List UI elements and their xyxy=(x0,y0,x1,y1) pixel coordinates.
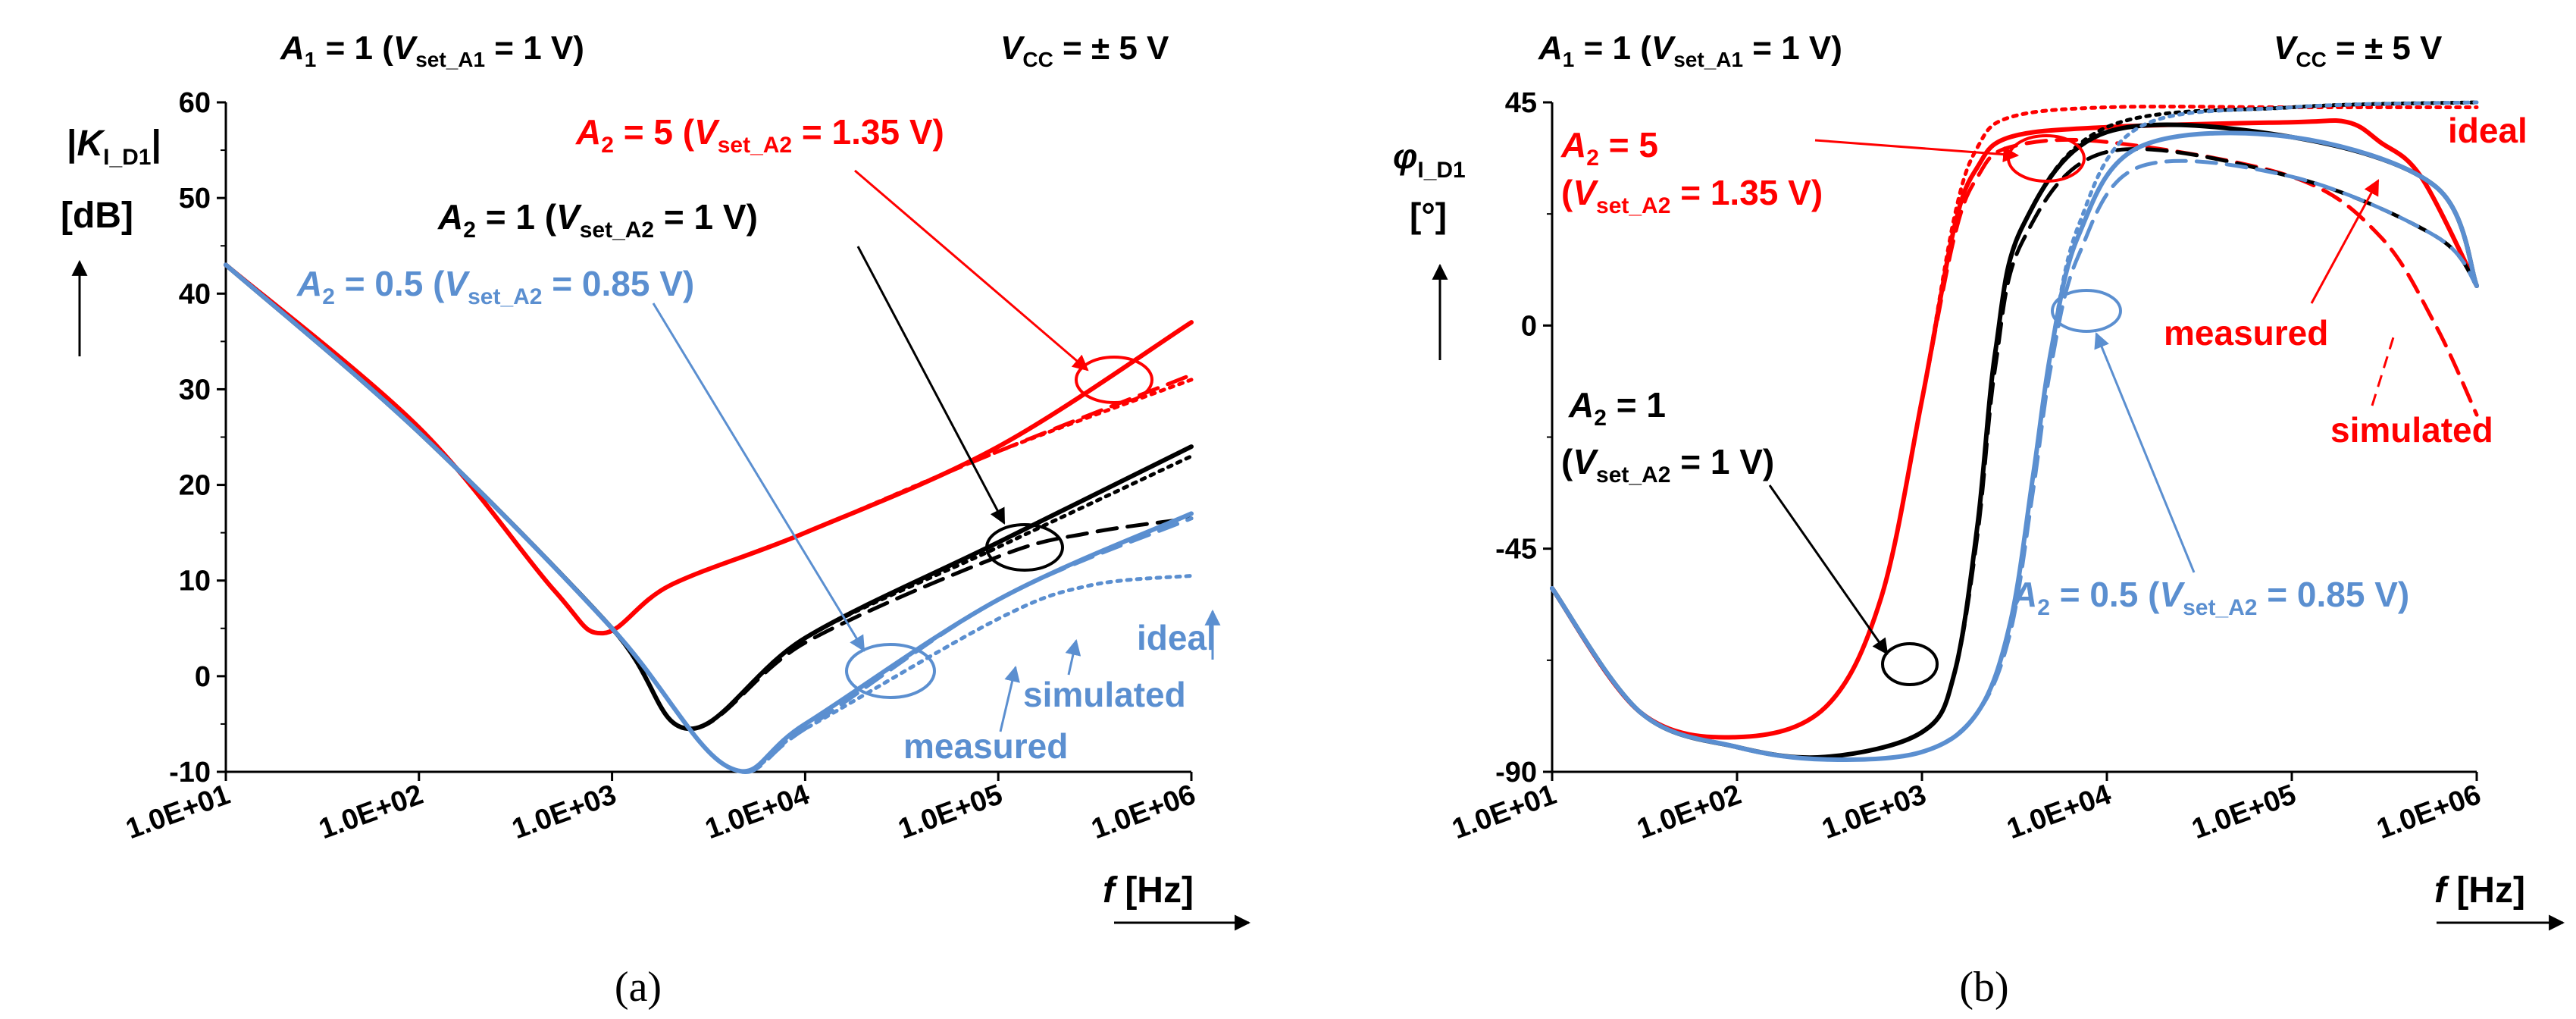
chart-a-x-tick-label: 1.0E+05 xyxy=(894,779,1006,845)
chart-a-title-left: A1 = 1 (Vset_A1 = 1 V) xyxy=(280,30,584,71)
chart-a-callouts xyxy=(652,169,1221,732)
chart-a-annotation-a2-05: A2 = 0.5 (Vset_A2 = 0.85 V) xyxy=(296,264,694,309)
chart-a-annotation-a2-1: A2 = 1 (Vset_A2 = 1 V) xyxy=(437,197,758,243)
chart-b-x-tick-label: 1.0E+06 xyxy=(2373,779,2485,845)
chart-a-y-tick-label: 0 xyxy=(195,661,211,693)
chart-a-y-tick-label: 50 xyxy=(179,183,211,215)
panel-label-b: (b) xyxy=(1959,964,2008,1011)
chart-b-series-a25-ideal xyxy=(1550,105,2479,739)
chart-a-series-a205-simulated xyxy=(224,262,1194,774)
chart-b-ylabel-line2: [°] xyxy=(1410,196,1447,235)
panel-label-a: (a) xyxy=(615,964,662,1011)
chart-a-annotation-simulated: simulated xyxy=(1023,675,1186,714)
chart-b-y-ticks: -90 -45 0 45 xyxy=(1495,87,1552,789)
chart-b-leader-blue xyxy=(2094,332,2196,573)
chart-a-annotation-ideal: ideal xyxy=(1137,618,1216,657)
chart-b-ellipse-black xyxy=(1881,642,1939,686)
chart-b-ellipse-red xyxy=(2007,134,2086,183)
chart-b-leader-black xyxy=(1768,484,1889,655)
chart-a-x-tick-label: 1.0E+01 xyxy=(122,779,234,845)
chart-b-x-ticks: 1.0E+01 1.0E+02 1.0E+03 1.0E+04 1.0E+05 1.0E+… xyxy=(1448,772,2485,845)
chart-b-x-tick-label: 1.0E+05 xyxy=(2188,779,2300,845)
chart-a-x-ticks: 1.0E+01 1.0E+02 1.0E+03 1.0E+04 1.0E+05 1.0E+… xyxy=(122,772,1200,845)
chart-a-series-a25-ideal xyxy=(224,262,1194,635)
chart-b-x-tick-label: 1.0E+01 xyxy=(1448,779,1560,845)
chart-a-x-tick-label: 1.0E+04 xyxy=(701,779,813,845)
chart-b-annotation-a2-1-line2: (Vset_A2 = 1 V) xyxy=(1561,442,1774,488)
chart-b-ylabel-line1: φI_D1 xyxy=(1393,136,1466,183)
chart-a-ellipse-red xyxy=(1075,356,1153,404)
chart-a-xlabel: f [Hz] xyxy=(1103,870,1194,911)
chart-b-y-tick-label: 45 xyxy=(1505,87,1537,119)
chart-a-y-tick-label: 60 xyxy=(179,87,211,119)
chart-b-y-tick-label: -45 xyxy=(1495,534,1537,566)
chart-a-annotation-a2-5: A2 = 5 (Vset_A2 = 1.35 V) xyxy=(575,112,944,158)
chart-b-annotation-a2-1-line1: A2 = 1 xyxy=(1568,385,1666,431)
chart-b-series xyxy=(1550,100,2479,762)
chart-b-x-tick-label: 1.0E+02 xyxy=(1633,779,1745,845)
chart-a-leader-black xyxy=(856,246,1006,525)
chart-b-leader-measured xyxy=(2310,179,2380,304)
chart-a-x-tick-label: 1.0E+03 xyxy=(508,779,620,845)
chart-a-leader-red xyxy=(854,169,1089,372)
chart-b-xlabel: f [Hz] xyxy=(2434,870,2525,911)
chart-a-ylabel-line2: [dB] xyxy=(61,196,133,236)
chart-a-y-ticks: -10 0 10 20 30 40 50 60 xyxy=(169,87,226,789)
chart-a-y-tick-label: 10 xyxy=(179,566,211,597)
chart-a-y-tick-label: 40 xyxy=(179,278,211,310)
chart-b-annotation-ideal: ideal xyxy=(2448,111,2527,150)
chart-b-y-tick-label: -90 xyxy=(1495,757,1537,789)
chart-b-x-tick-label: 1.0E+03 xyxy=(1818,779,1930,845)
chart-a-leader-measured xyxy=(999,665,1020,732)
chart-b-leader-red xyxy=(1814,139,2020,163)
chart-a-leader-simulated xyxy=(1065,638,1081,676)
chart-a-ylabel-line1: |KI_D1| xyxy=(67,124,161,170)
chart-a-title-right: VCC = ± 5 V xyxy=(1000,30,1169,71)
chart-a-series xyxy=(224,262,1194,774)
chart-a-series-a205-ideal xyxy=(224,262,1194,774)
chart-a-x-tick-label: 1.0E+06 xyxy=(1088,779,1200,845)
chart-b-y-tick-label: 0 xyxy=(1521,310,1537,342)
chart-a-y-tick-label: 30 xyxy=(179,374,211,406)
chart-b-annotation-a2-5-line1: A2 = 5 xyxy=(1560,125,1658,171)
chart-b-annotation-a2-05: A2 = 0.5 (Vset_A2 = 0.85 V) xyxy=(2011,575,2409,620)
chart-b-title-left: A1 = 1 (Vset_A1 = 1 V) xyxy=(1538,30,1842,71)
chart-b-annotation-measured: measured xyxy=(2164,313,2328,353)
chart-a-y-tick-label: -10 xyxy=(169,757,211,789)
chart-b-annotation-a2-5-line2: (Vset_A2 = 1.35 V) xyxy=(1561,173,1823,218)
chart-a-ellipse-blue xyxy=(845,643,936,699)
chart-b-title-right: VCC = ± 5 V xyxy=(2274,30,2443,71)
chart-a-leader-blue xyxy=(652,303,865,652)
chart-b-leader-simulated xyxy=(2371,337,2395,406)
chart-a-ellipse-black xyxy=(985,523,1064,572)
chart-a-annotation-measured: measured xyxy=(903,726,1068,766)
chart-a-x-tick-label: 1.0E+02 xyxy=(315,779,427,845)
chart-b-callouts xyxy=(1768,134,2395,686)
chart-b-x-tick-label: 1.0E+04 xyxy=(2003,779,2115,845)
chart-b-series-a205-ideal xyxy=(1550,100,2479,762)
chart-b-annotation-simulated: simulated xyxy=(2330,410,2493,450)
chart-a-y-tick-label: 20 xyxy=(179,470,211,502)
chart-b-ellipse-blue xyxy=(2051,289,2122,333)
